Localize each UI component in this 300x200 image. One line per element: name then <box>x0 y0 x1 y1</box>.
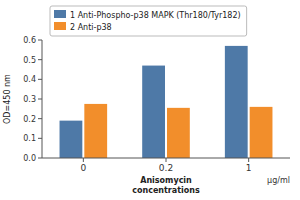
y-axis-label: OD=450 nm <box>3 74 12 124</box>
bar <box>167 108 190 158</box>
bar <box>84 104 107 158</box>
x-tick-label: 1 <box>246 163 252 173</box>
y-tick <box>38 138 42 139</box>
y-tick-label: 0.1 <box>23 134 36 143</box>
y-tick-label: 0.3 <box>23 95 36 104</box>
x-tick <box>83 158 84 162</box>
legend-swatch <box>54 10 66 18</box>
bar <box>225 46 248 158</box>
bar <box>142 66 165 158</box>
y-axis <box>42 40 43 158</box>
y-tick-label: 0.4 <box>23 75 36 84</box>
x-tick <box>248 158 249 162</box>
bar <box>60 121 83 158</box>
legend: 1 Anti-Phospho-p38 MAPK (Thr180/Tyr182) 2… <box>50 6 247 36</box>
y-tick <box>38 40 42 41</box>
legend-swatch <box>54 22 66 30</box>
legend-label: 2 Anti-p38 <box>70 23 112 32</box>
chart: 0.0 0.1 0.2 0.3 0.4 0.5 0.6 0 0.2 1 Anisomycinconc… <box>0 0 300 200</box>
y-tick <box>38 158 42 159</box>
x-axis-label: Anisomycinconcentrations <box>132 176 200 195</box>
bar <box>250 107 273 158</box>
bars <box>60 46 273 158</box>
y-tick <box>38 79 42 80</box>
y-tick-label: 0.0 <box>23 154 36 163</box>
annotation: μg/ml <box>267 176 290 185</box>
y-tick <box>38 59 42 60</box>
y-tick-label: 0.6 <box>23 36 36 45</box>
y-tick <box>38 99 42 100</box>
y-tick-label: 0.2 <box>23 115 36 124</box>
y-tick <box>38 118 42 119</box>
legend-label: 1 Anti-Phospho-p38 MAPK (Thr180/Tyr182) <box>70 11 241 20</box>
x-tick-label: 0 <box>80 163 86 173</box>
legend-frame <box>50 6 247 36</box>
x-tick-label: 0.2 <box>159 163 173 173</box>
x-tick <box>166 158 167 162</box>
y-tick-label: 0.5 <box>23 56 36 65</box>
